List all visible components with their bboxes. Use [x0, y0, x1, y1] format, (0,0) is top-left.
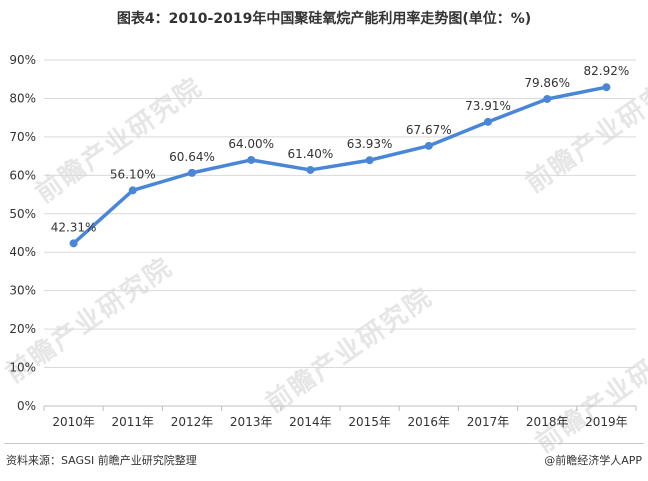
data-label: 42.31%: [51, 220, 97, 234]
x-tick-label: 2012年: [171, 415, 214, 429]
data-label: 67.67%: [406, 123, 452, 137]
x-tick-label: 2017年: [467, 415, 510, 429]
y-tick-label: 60%: [9, 168, 36, 182]
data-label: 56.10%: [110, 167, 156, 181]
y-tick-label: 40%: [9, 245, 36, 259]
x-tick-label: 2018年: [526, 415, 569, 429]
chart-title: 图表4：2010-2019年中国聚硅氧烷产能利用率走势图(单位：%): [116, 11, 532, 27]
data-label: 60.64%: [169, 150, 215, 164]
y-tick-label: 90%: [9, 53, 36, 67]
y-tick-label: 30%: [9, 284, 36, 298]
brand-credit: @前瞻经济学人APP: [544, 454, 642, 467]
x-tick-label: 2016年: [408, 415, 451, 429]
x-tick-label: 2015年: [348, 415, 391, 429]
data-label: 73.91%: [465, 99, 511, 113]
data-label: 63.93%: [347, 137, 393, 151]
data-point: [365, 156, 374, 165]
y-tick-label: 80%: [9, 91, 36, 105]
footer-divider: [4, 443, 644, 444]
data-label: 61.40%: [288, 147, 334, 161]
data-label: 82.92%: [584, 64, 630, 78]
data-point: [188, 168, 196, 177]
data-point: [306, 165, 315, 174]
source-note: 资料来源：SAGSI 前瞻产业研究院整理: [6, 454, 197, 467]
data-label: 79.86%: [524, 76, 570, 90]
x-tick-label: 2011年: [112, 415, 155, 429]
x-tick-label: 2010年: [52, 415, 95, 429]
data-point: [424, 141, 433, 150]
data-point: [602, 83, 611, 92]
series-line: [71, 85, 609, 246]
y-tick-label: 0%: [17, 399, 36, 413]
x-tick-label: 2019年: [585, 415, 628, 429]
data-point: [247, 155, 256, 164]
data-point: [484, 117, 492, 126]
y-tick-label: 50%: [9, 207, 36, 221]
x-tick-label: 2014年: [289, 415, 332, 429]
data-point: [69, 239, 78, 248]
data-label: 64.00%: [228, 137, 274, 151]
x-tick-label: 2013年: [230, 415, 273, 429]
y-tick-label: 20%: [9, 322, 36, 336]
y-tick-label: 10%: [9, 361, 36, 375]
y-tick-label: 70%: [9, 130, 36, 144]
data-point: [543, 94, 552, 103]
data-point: [128, 186, 137, 195]
